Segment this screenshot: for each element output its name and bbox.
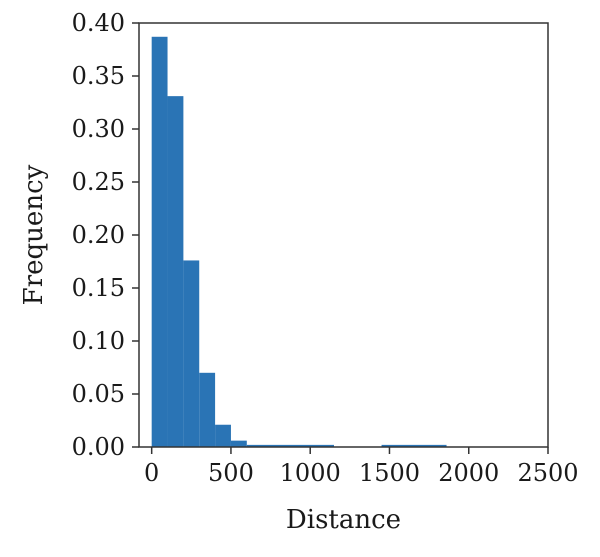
histogram-bar-0: [151, 36, 168, 447]
histogram-bar-2: [183, 260, 200, 447]
y-tick-label: 0.00: [72, 433, 125, 461]
y-tick-label: 0.10: [72, 327, 125, 355]
x-axis-label: Distance: [286, 505, 401, 535]
y-tick-label: 0.40: [72, 9, 125, 37]
histogram-bar-6: [246, 444, 334, 447]
histogram-bar-1: [167, 96, 184, 447]
histogram-bar-3: [199, 372, 216, 447]
y-tick-label: 0.25: [72, 168, 125, 196]
x-tick-label: 500: [208, 459, 254, 487]
bars-layer: [151, 36, 447, 447]
histogram-bar-5: [230, 440, 247, 447]
y-tick-label: 0.15: [72, 274, 125, 302]
x-tick-label: 1000: [280, 459, 341, 487]
y-axis-label: Frequency: [19, 164, 49, 305]
x-tick-label: 2000: [438, 459, 499, 487]
y-tick-label: 0.20: [72, 221, 125, 249]
x-axis: 0 500 1000 1500 2000 2500: [144, 447, 579, 487]
y-tick-label: 0.05: [72, 380, 125, 408]
x-tick-label: 0: [144, 459, 159, 487]
histogram-bar-4: [215, 424, 231, 447]
x-tick-label: 2500: [517, 459, 578, 487]
x-tick-label: 1500: [359, 459, 420, 487]
y-tick-label: 0.35: [72, 62, 125, 90]
histogram-bar-7: [381, 444, 447, 447]
y-axis: 0.00 0.05 0.10 0.15 0.20 0.25 0.30 0.35 0.40: [72, 9, 139, 461]
y-tick-label: 0.30: [72, 115, 125, 143]
